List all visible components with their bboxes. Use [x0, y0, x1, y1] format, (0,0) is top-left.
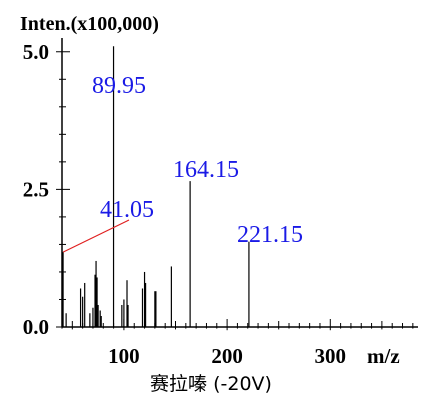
- x-tick-label: 300: [315, 344, 347, 368]
- chart-title: Inten.(x100,000): [20, 13, 159, 35]
- y-tick-label: 2.5: [23, 177, 49, 201]
- x-tick-label: 100: [108, 344, 140, 368]
- x-axis-label: 赛拉嗪 (-20V): [150, 373, 272, 395]
- peak-label: 41.05: [100, 197, 154, 223]
- peak-leader-line: [62, 219, 130, 253]
- x-tick-label: 200: [211, 344, 243, 368]
- peak-label: 221.15: [237, 222, 303, 248]
- y-tick-label: 0.0: [23, 315, 49, 339]
- x-axis-unit: m/z: [367, 344, 400, 368]
- peak-label: 89.95: [92, 73, 146, 99]
- y-tick-label: 5.0: [23, 40, 49, 64]
- peak-label: 164.15: [173, 157, 239, 183]
